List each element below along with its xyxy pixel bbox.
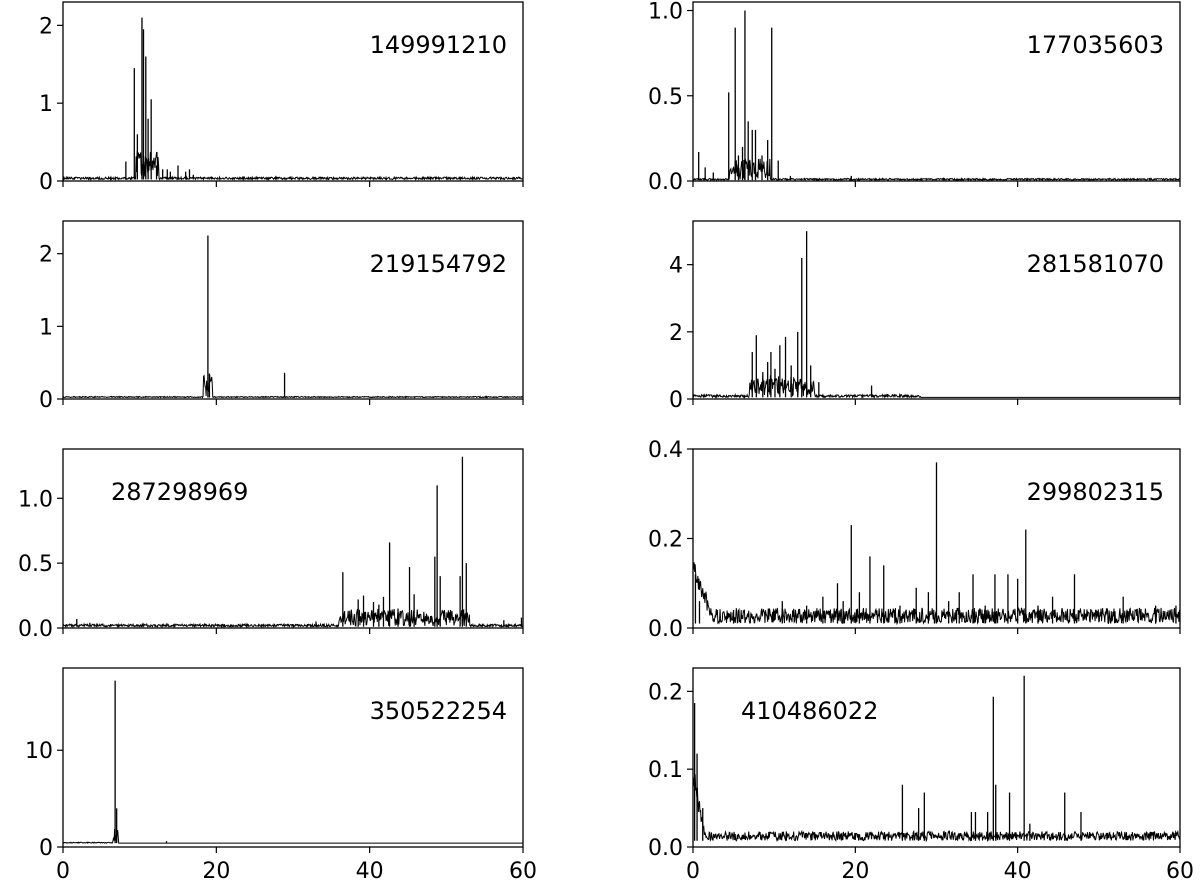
panel-label: 281581070 <box>1027 250 1164 278</box>
x-tick-label: 60 <box>509 859 537 884</box>
y-tick-label: 1.0 <box>648 0 683 25</box>
signal-trace <box>62 150 524 182</box>
signal-trace <box>62 829 523 844</box>
panel-label: 410486022 <box>741 697 878 725</box>
y-tick-label: 2 <box>39 243 53 268</box>
subplot-410486022: 0.0 0.1 0.2 0 20 40 60 410486022 <box>648 667 1194 884</box>
y-tick-label: 0.1 <box>648 758 683 783</box>
axes-frame <box>62 448 524 629</box>
subplot-299802315: 0.0 0.2 0.4 299802315 <box>648 438 1181 642</box>
x-tick-label: 60 <box>1166 859 1194 884</box>
signal-trace <box>692 374 1180 400</box>
y-tick-label: 2 <box>39 14 53 39</box>
subplot-287298969: 0.0 0.5 1.0 287298969 <box>18 448 524 642</box>
y-tick-label: 1 <box>39 92 53 117</box>
y-tick-label: 0.5 <box>648 85 683 110</box>
y-tick-label: 10 <box>25 739 53 764</box>
signal-trace <box>62 374 524 399</box>
y-tick-label: 0.0 <box>18 617 53 642</box>
axes-frame <box>692 1 1181 182</box>
subplot-281581070: 0 2 4 281581070 <box>669 220 1181 413</box>
y-tick-label: 0.0 <box>648 170 683 195</box>
x-tick-label: 40 <box>1004 859 1032 884</box>
x-tick-label: 40 <box>356 859 384 884</box>
signal-trace <box>692 158 1181 182</box>
x-tick-label: 20 <box>202 859 230 884</box>
y-tick-label: 2 <box>669 321 683 346</box>
y-tick-label: 0.0 <box>648 836 683 861</box>
subplot-149991210: 0 1 2 149991210 <box>39 1 524 195</box>
y-tick-label: 0 <box>39 170 53 195</box>
y-tick-label: 0.2 <box>648 528 683 553</box>
panel-label: 287298969 <box>111 478 248 506</box>
y-tick-label: 1 <box>39 315 53 340</box>
subplot-350522254: 0 10 0 20 40 60 350522254 <box>25 667 537 884</box>
x-tick-label: 0 <box>686 859 700 884</box>
panel-label: 299802315 <box>1027 478 1164 506</box>
panel-label: 219154792 <box>370 250 507 278</box>
y-tick-label: 0.0 <box>648 617 683 642</box>
axes-frame <box>62 220 524 400</box>
y-tick-label: 0 <box>39 836 53 861</box>
subplot-219154792: 0 1 2 219154792 <box>39 220 524 413</box>
axes-frame <box>62 667 524 848</box>
y-tick-label: 1.0 <box>18 487 53 512</box>
y-tick-label: 0 <box>669 388 683 413</box>
axes-frame <box>692 667 1181 848</box>
signal-trace <box>62 608 524 629</box>
x-tick-label: 20 <box>841 859 869 884</box>
y-tick-label: 0.4 <box>648 438 683 463</box>
x-tick-label: 0 <box>56 859 70 884</box>
axes-frame <box>62 1 524 182</box>
panel-label: 350522254 <box>370 697 507 725</box>
subplot-177035603: 0.0 0.5 1.0 177035603 <box>648 0 1181 195</box>
y-tick-label: 0.5 <box>18 552 53 577</box>
panel-label: 177035603 <box>1027 31 1164 59</box>
axes-frame <box>692 220 1181 400</box>
y-tick-label: 0 <box>39 388 53 413</box>
panel-label: 149991210 <box>370 31 507 59</box>
y-tick-label: 0.2 <box>648 680 683 705</box>
signal-trace <box>692 774 1181 843</box>
y-tick-label: 4 <box>669 254 683 279</box>
